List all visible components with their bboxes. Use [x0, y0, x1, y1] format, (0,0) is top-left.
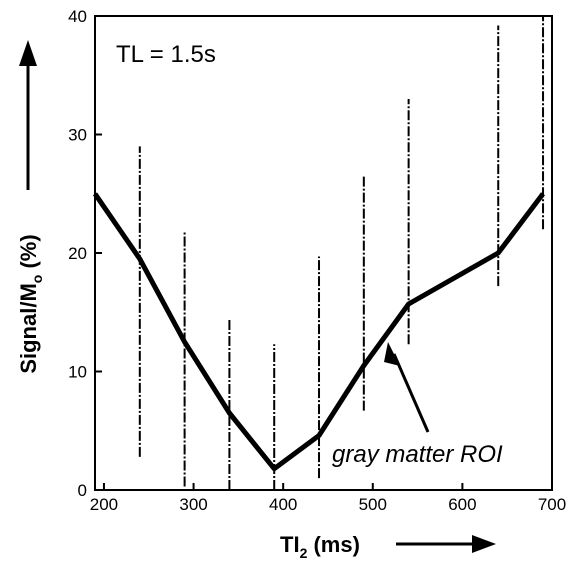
y-tick-label: 30: [68, 126, 87, 145]
y-axis-label: Signal/Mo (%): [16, 234, 45, 373]
x-tick-label: 600: [448, 495, 476, 514]
x-tick-label: 700: [538, 495, 566, 514]
error-bars: [138, 16, 545, 490]
y-axis-ticks: 0 10 20 30 40: [68, 7, 102, 500]
y-axis-arrow-head: [19, 40, 37, 66]
annotation-arrow-shaft: [392, 353, 430, 433]
annotation-arrow-head: [384, 342, 400, 366]
x-tick-label: 400: [269, 495, 297, 514]
inset-label: TL = 1.5s: [116, 41, 216, 68]
y-tick-label: 10: [68, 363, 87, 382]
plot-area: 0 10 20 30 40 200 300 400 500 600 700: [68, 7, 566, 514]
x-tick-label: 500: [359, 495, 387, 514]
y-tick-label: 40: [68, 7, 87, 26]
x-axis-arrow-head: [472, 535, 496, 553]
y-tick-label: 0: [78, 481, 87, 500]
series-line: [92, 192, 545, 472]
x-axis-ticks: 200 300 400 500 600 700: [90, 483, 566, 514]
x-tick-label: 200: [90, 495, 118, 514]
y-tick-label: 20: [68, 244, 87, 263]
x-tick-label: 300: [179, 495, 207, 514]
x-axis-label: TI2 (ms): [280, 532, 360, 561]
plot-frame: [94, 15, 553, 491]
annotation-label: gray matter ROI: [332, 441, 503, 468]
y-axis-label-group: Signal/Mo (%): [16, 234, 45, 373]
